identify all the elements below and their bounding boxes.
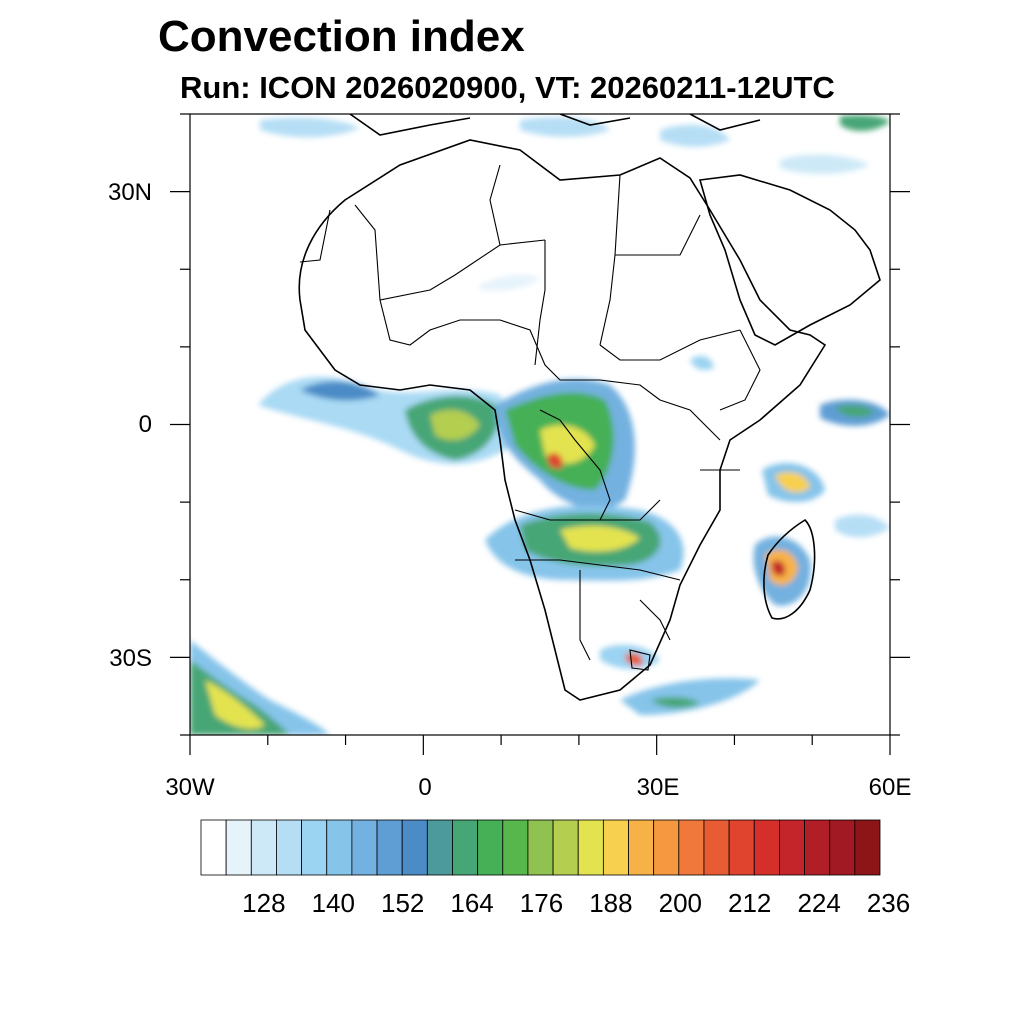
colorbar-swatch xyxy=(452,819,479,876)
colorbar-swatch xyxy=(628,819,655,876)
borders xyxy=(299,164,761,671)
colorbar-label: 152 xyxy=(380,888,425,918)
colorbar-label: 188 xyxy=(589,888,633,918)
colorbar-swatch xyxy=(376,819,403,876)
colorbar-label: 200 xyxy=(658,888,702,918)
colorbar-swatch xyxy=(276,819,302,876)
colorbar-swatch xyxy=(477,819,504,876)
colorbar-swatch xyxy=(426,819,453,876)
colorbar-swatch xyxy=(703,819,730,876)
plot-title: Convection index xyxy=(158,12,525,61)
y-label-0: 0 xyxy=(138,411,152,438)
colorbar-swatch xyxy=(728,819,755,876)
colorbar-label: 140 xyxy=(311,888,355,918)
colorbar-swatch xyxy=(250,819,277,876)
coastlines xyxy=(298,114,881,701)
colorbar-swatch xyxy=(804,819,831,876)
colorbar-swatch xyxy=(577,819,604,876)
colorbar-swatch xyxy=(753,819,780,876)
colorbar-swatch xyxy=(602,819,629,876)
colorbar-label: 164 xyxy=(450,888,494,918)
x-label-60e: 60E xyxy=(868,774,912,801)
colorbar xyxy=(200,819,881,876)
colorbar-swatch xyxy=(351,819,378,876)
colorbar-label: 128 xyxy=(242,888,286,918)
colorbar-swatch xyxy=(301,819,328,876)
colorbar-swatch xyxy=(653,819,680,876)
colorbar-swatch xyxy=(678,819,705,876)
colorbar-label: 176 xyxy=(519,888,564,918)
y-label-30s: 30S xyxy=(109,645,152,672)
axis-ticks xyxy=(170,113,910,755)
colorbar-swatch xyxy=(854,819,881,876)
colorbar-label: 224 xyxy=(797,888,841,918)
colorbar-swatch xyxy=(200,819,227,876)
colorbar-swatch xyxy=(502,819,529,876)
colorbar-swatch xyxy=(326,819,353,876)
convection-field xyxy=(190,115,890,735)
y-label-30n: 30N xyxy=(107,179,152,206)
colorbar-swatch xyxy=(401,819,428,876)
run-valid-time: Run: ICON 2026020900, VT: 20260211-12UTC xyxy=(180,70,835,105)
colorbar-swatch xyxy=(225,819,252,876)
x-label-30e: 30E xyxy=(636,774,680,801)
x-label-30w: 30W xyxy=(165,774,215,801)
colorbar-swatch xyxy=(829,819,856,876)
x-label-0: 0 xyxy=(418,774,432,801)
colorbar-label: 212 xyxy=(728,888,772,918)
colorbar-swatch xyxy=(552,819,579,876)
colorbar-label: 236 xyxy=(866,888,911,918)
colorbar-swatch xyxy=(779,819,805,876)
colorbar-swatch xyxy=(527,819,554,876)
